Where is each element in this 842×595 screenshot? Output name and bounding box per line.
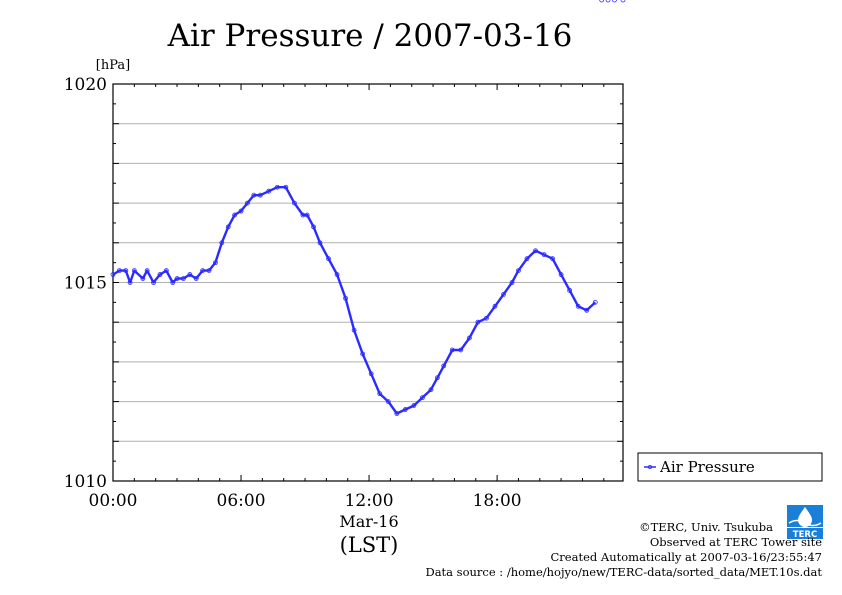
data-point xyxy=(533,248,538,254)
data-point xyxy=(274,184,280,190)
footer-info: ©TERC, Univ. Tsukuba Observed at TERC To… xyxy=(425,520,822,580)
y-tick-label: 1015 xyxy=(64,274,107,294)
data-point xyxy=(428,387,434,393)
data-point xyxy=(238,208,244,214)
chart-title: Air Pressure / 2007-03-16 xyxy=(167,18,573,54)
data-point xyxy=(174,276,180,281)
data-point xyxy=(334,272,340,277)
data-point xyxy=(213,260,218,266)
data-point xyxy=(181,276,186,281)
data-point xyxy=(592,299,598,305)
data-point xyxy=(605,0,611,3)
x-axis: 00:00 06:00 12:00 18:00 xyxy=(89,84,605,511)
data-point xyxy=(225,224,231,230)
data-point xyxy=(163,268,169,273)
legend-box xyxy=(637,452,823,482)
data-point xyxy=(170,280,176,285)
data-point xyxy=(509,280,515,285)
data-point xyxy=(550,256,555,262)
data-point xyxy=(449,347,455,353)
data-point xyxy=(394,411,400,416)
legend-label-air-pressure: Air Pressure xyxy=(659,458,755,476)
data-point xyxy=(317,240,323,246)
observed-text: Observed at TERC Tower site xyxy=(649,535,822,549)
data-point xyxy=(187,272,193,277)
x-tick-label: 18:00 xyxy=(473,491,522,511)
data-point xyxy=(475,319,481,325)
x-tick-label: 06:00 xyxy=(217,491,266,511)
data-point xyxy=(257,192,263,198)
data-point xyxy=(441,363,447,369)
x-axis-label: (LST) xyxy=(340,533,399,557)
data-point xyxy=(232,212,238,218)
data-point xyxy=(219,240,225,246)
created-text: Created Automatically at 2007-03-16/23:5… xyxy=(550,550,823,564)
data-point xyxy=(466,335,472,341)
x-tick-label: 12:00 xyxy=(345,491,394,511)
legend: Air Pressure xyxy=(637,452,823,482)
data-point xyxy=(251,192,257,198)
data-point xyxy=(575,303,581,309)
data-point xyxy=(283,184,289,190)
data-point xyxy=(343,295,348,301)
data-point xyxy=(612,0,617,3)
series-air-pressure xyxy=(110,0,626,416)
data-point xyxy=(458,347,464,353)
logo-text: TERC xyxy=(793,530,817,540)
data-point xyxy=(402,407,408,412)
data-point xyxy=(385,399,391,405)
data-point xyxy=(377,391,383,397)
data-point xyxy=(110,272,116,277)
y-axis: 1010 1015 1020 xyxy=(64,75,623,492)
source-text: Data source : /home/hojyo/new/TERC-data/… xyxy=(425,565,822,579)
y-tick-label: 1020 xyxy=(64,75,107,95)
y-tick-label: 1010 xyxy=(64,472,107,492)
data-point xyxy=(131,268,137,273)
data-point xyxy=(206,268,212,273)
data-point xyxy=(584,307,590,313)
data-point xyxy=(157,272,163,277)
data-point xyxy=(291,200,297,206)
data-point xyxy=(558,272,564,277)
data-point xyxy=(127,280,133,285)
data-point xyxy=(599,0,605,3)
data-point xyxy=(326,256,331,262)
x-tick-label: 00:00 xyxy=(89,491,138,511)
data-point xyxy=(484,315,489,321)
data-point xyxy=(245,200,250,206)
data-point xyxy=(123,268,129,273)
data-point xyxy=(516,268,521,273)
copyright-text: ©TERC, Univ. Tsukuba xyxy=(639,520,773,534)
data-point xyxy=(524,256,530,262)
data-point xyxy=(193,276,199,281)
data-point xyxy=(140,276,146,281)
data-point xyxy=(144,268,150,273)
series-line xyxy=(112,185,597,415)
legend-marker xyxy=(648,464,653,469)
data-point xyxy=(492,303,498,309)
grid-lines xyxy=(113,123,623,442)
data-point xyxy=(266,188,272,194)
data-point xyxy=(117,268,122,273)
data-point xyxy=(368,371,374,377)
data-point xyxy=(567,288,573,293)
x-axis-date-label: Mar-16 xyxy=(339,512,398,531)
data-point xyxy=(151,280,156,285)
data-point xyxy=(360,351,366,357)
data-point xyxy=(304,212,310,218)
data-point xyxy=(620,0,626,3)
y-axis-unit-label: [hPa] xyxy=(96,58,130,73)
data-point xyxy=(200,268,206,273)
data-point xyxy=(420,395,425,401)
data-point xyxy=(541,252,547,258)
data-point xyxy=(311,224,316,230)
data-point xyxy=(351,327,357,333)
data-point xyxy=(411,403,417,408)
terc-logo: TERC xyxy=(785,503,825,541)
data-point xyxy=(501,292,506,297)
data-point xyxy=(434,375,440,381)
